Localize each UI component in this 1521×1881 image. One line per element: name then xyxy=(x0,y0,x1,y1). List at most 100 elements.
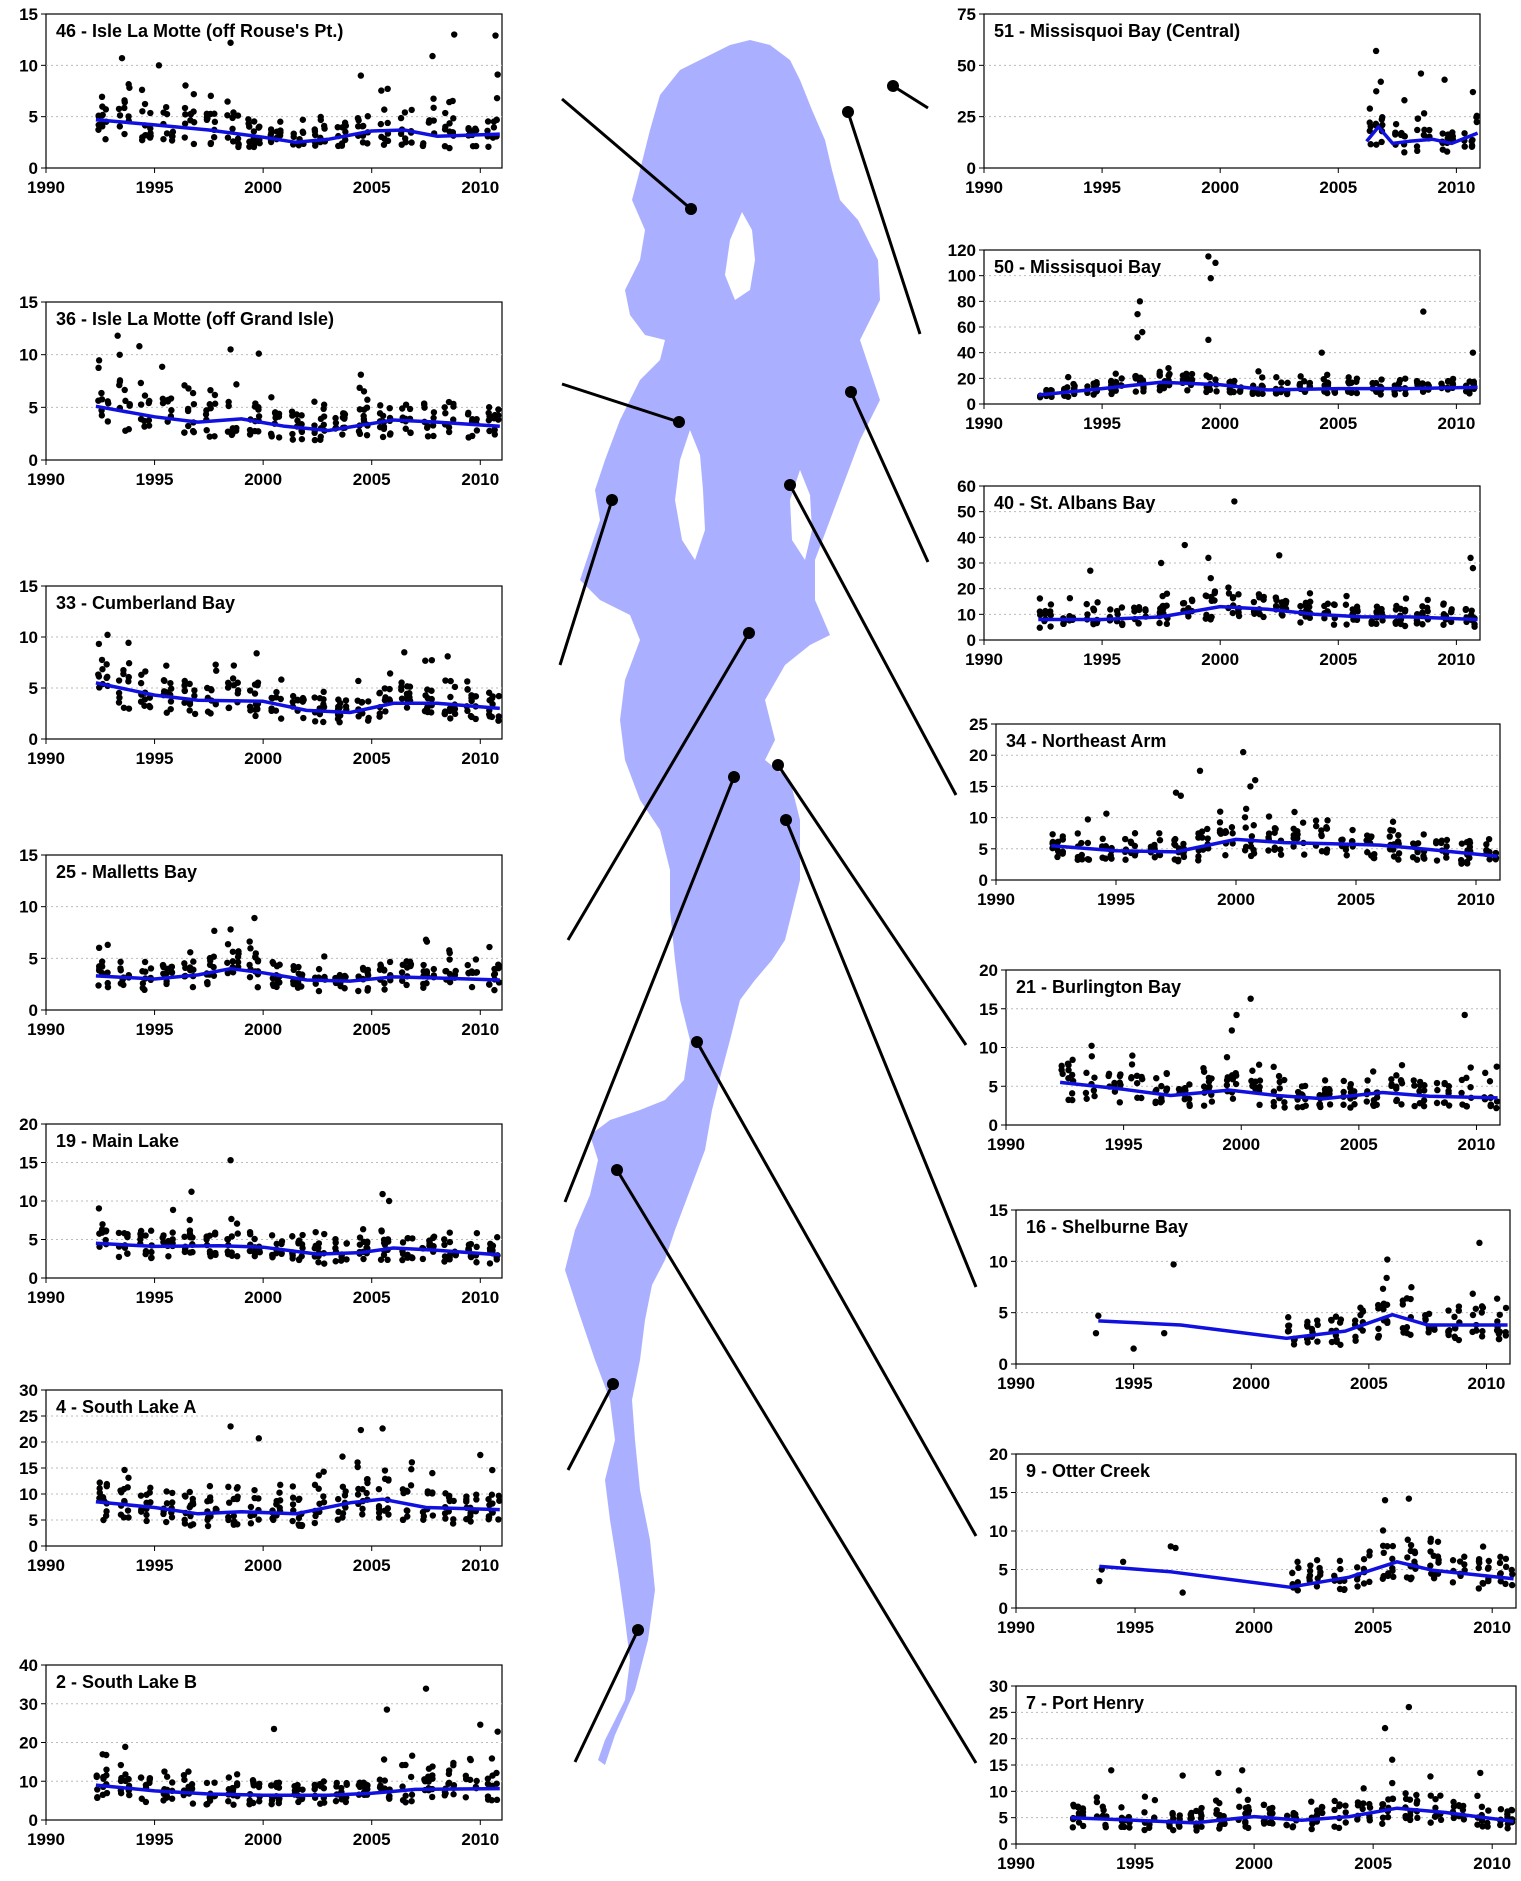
data-point xyxy=(355,987,362,995)
data-point xyxy=(169,1499,176,1506)
data-point xyxy=(342,136,349,144)
data-point xyxy=(1508,1581,1516,1589)
data-point xyxy=(1368,620,1375,627)
data-point xyxy=(1318,827,1325,834)
data-point xyxy=(254,957,262,964)
data-point xyxy=(1417,70,1425,77)
data-point xyxy=(141,100,149,108)
data-point xyxy=(1122,856,1129,863)
data-point xyxy=(1402,595,1410,602)
data-point xyxy=(1313,1556,1321,1564)
data-point xyxy=(103,1508,110,1515)
data-point xyxy=(1128,1061,1136,1068)
data-point xyxy=(332,1258,339,1265)
data-point xyxy=(1443,148,1451,155)
data-point xyxy=(408,1459,416,1466)
data-point xyxy=(224,112,231,119)
data-point xyxy=(1078,839,1085,847)
data-point xyxy=(1250,846,1257,854)
data-point xyxy=(1469,349,1477,356)
data-point xyxy=(1054,853,1061,861)
chart-title: 34 - Northeast Arm xyxy=(1006,731,1166,751)
data-point xyxy=(365,698,372,705)
data-point xyxy=(320,405,327,413)
data-point xyxy=(495,692,503,700)
data-point xyxy=(495,717,502,724)
data-point xyxy=(1406,1816,1414,1823)
data-point xyxy=(1131,842,1139,850)
data-point xyxy=(118,54,126,62)
data-point xyxy=(1475,1585,1482,1592)
data-point xyxy=(1163,1086,1171,1093)
data-point xyxy=(126,1791,133,1799)
x-tick-label: 1995 xyxy=(1097,890,1135,909)
data-point xyxy=(250,128,258,135)
x-tick-label: 2000 xyxy=(1232,1374,1270,1393)
data-point xyxy=(1434,1086,1441,1094)
data-point xyxy=(493,1234,501,1241)
data-point xyxy=(312,980,319,987)
data-point xyxy=(104,631,111,639)
data-point xyxy=(342,973,349,981)
data-point xyxy=(117,1761,125,1769)
data-point xyxy=(355,117,362,124)
data-point xyxy=(386,431,394,438)
data-point xyxy=(1370,854,1378,862)
data-point xyxy=(1474,1821,1481,1828)
data-point xyxy=(1158,1097,1165,1105)
data-point xyxy=(115,689,123,697)
data-point xyxy=(207,1497,214,1504)
data-point xyxy=(1047,623,1054,630)
data-point xyxy=(450,1782,458,1789)
data-point xyxy=(473,415,480,423)
y-tick-label: 0 xyxy=(29,1269,38,1288)
data-point xyxy=(290,130,297,137)
data-point xyxy=(466,1776,474,1783)
data-point xyxy=(1341,1586,1348,1593)
data-point xyxy=(1112,378,1120,386)
data-point xyxy=(230,662,238,669)
data-point xyxy=(311,1785,318,1793)
data-point xyxy=(1230,388,1237,396)
data-point xyxy=(224,969,231,977)
data-point xyxy=(490,124,498,131)
data-point xyxy=(1252,776,1259,784)
data-point xyxy=(136,343,143,350)
data-point xyxy=(191,692,198,699)
x-tick-label: 2005 xyxy=(353,1020,391,1039)
data-point xyxy=(1197,1815,1205,1822)
data-point xyxy=(1405,1495,1413,1502)
data-point xyxy=(1281,1076,1288,1084)
data-point xyxy=(142,968,149,975)
data-point xyxy=(147,1499,154,1506)
data-point xyxy=(1342,1802,1349,1809)
data-point xyxy=(342,128,349,136)
trend-line xyxy=(95,1497,500,1516)
chart-title: 16 - Shelburne Bay xyxy=(1026,1217,1188,1237)
data-point xyxy=(255,413,263,420)
data-point xyxy=(251,690,259,697)
data-point xyxy=(1414,848,1421,856)
data-point xyxy=(451,971,459,979)
data-point xyxy=(1064,384,1071,391)
data-point xyxy=(473,1243,480,1251)
data-point xyxy=(488,713,496,721)
data-point xyxy=(1461,1011,1468,1019)
data-point xyxy=(357,371,365,378)
data-point xyxy=(141,702,148,709)
data-point xyxy=(1477,1769,1484,1777)
data-point xyxy=(402,1761,409,1769)
data-point xyxy=(379,433,387,441)
data-point xyxy=(1411,1102,1418,1110)
data-point xyxy=(1186,1101,1193,1108)
data-point xyxy=(246,426,254,434)
data-point xyxy=(491,986,498,994)
trend-line xyxy=(1070,1806,1514,1825)
data-point xyxy=(211,110,218,117)
data-point xyxy=(336,712,343,719)
data-point xyxy=(234,1230,241,1237)
data-point xyxy=(1091,1074,1098,1081)
data-point xyxy=(1319,1809,1326,1817)
data-point xyxy=(1497,1821,1504,1829)
